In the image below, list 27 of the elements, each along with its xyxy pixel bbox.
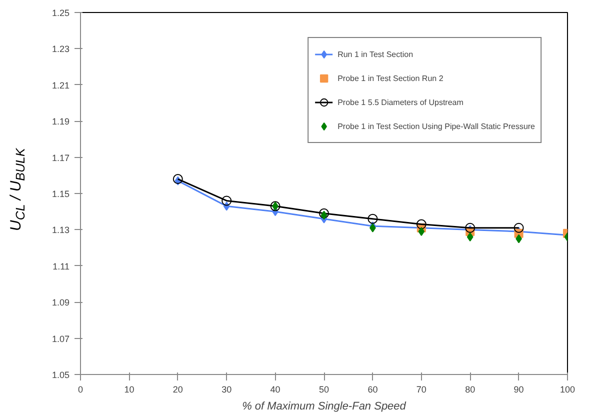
legend-label: Probe 1 in Test Section Using Pipe-Wall Static Pressure [338, 122, 535, 130]
legend-label: Probe 1 in Test Section Run 2 [338, 74, 444, 82]
x-tick-label: 90 [514, 384, 524, 394]
y-tick-label: 1.21 [52, 80, 70, 90]
y-tick-label: 1.15 [52, 189, 70, 199]
x-tick-label: 0 [78, 384, 84, 394]
x-tick-label: 20 [172, 384, 183, 394]
legend-label: Probe 1 5.5 Diameters of Upstream [338, 98, 464, 106]
y-tick-label: 1.11 [52, 261, 70, 272]
x-tick-label: 30 [222, 384, 232, 394]
y-tick-label: 1.13 [52, 225, 70, 236]
x-tick-label: 40 [270, 384, 280, 394]
y-tick-label: 1.05 [52, 370, 70, 380]
x-tick-label: 10 [124, 384, 134, 394]
y-tick-label: 1.23 [52, 44, 70, 54]
legend-label: Run 1 in Test Section [338, 50, 414, 58]
y-tick-label: 1.19 [52, 116, 70, 127]
x-tick-label: 60 [368, 384, 378, 394]
x-tick-label: 100 [560, 384, 576, 394]
x-tick-label: 80 [465, 384, 476, 394]
y-tick-label: 1.07 [52, 334, 70, 344]
x-tick-label: 50 [318, 384, 330, 394]
y-tick-label: 1.17 [52, 152, 70, 163]
y-tick-label: 1.09 [52, 298, 70, 308]
x-tick-label: 70 [416, 384, 426, 394]
x-axis-title: % of Maximum Single-Fan Speed [242, 400, 407, 412]
y-tick-label: 1.25 [52, 8, 70, 18]
